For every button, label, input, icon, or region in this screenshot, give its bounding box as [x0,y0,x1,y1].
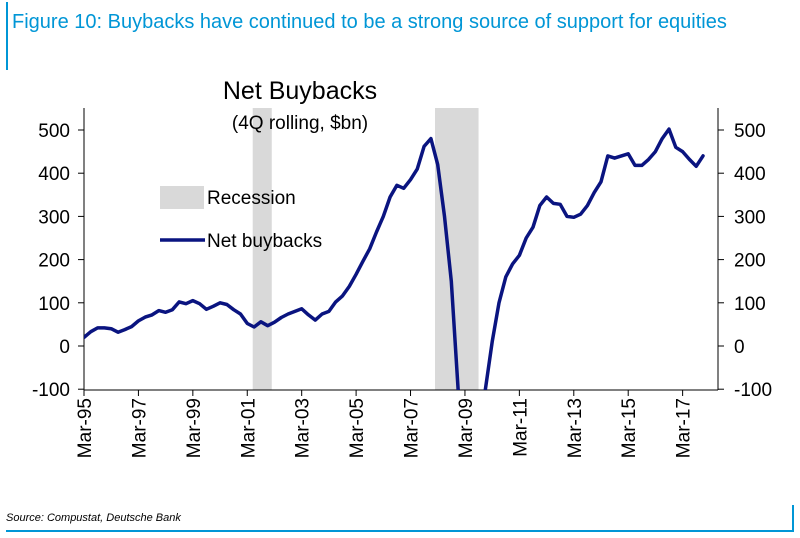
axes [83,108,719,391]
y-tick-left-label: 400 [38,164,70,185]
x-tick-label: Mar-97 [129,398,150,458]
y-tick-right-label: 100 [734,294,766,315]
y-tick-right-label: 0 [734,337,745,358]
legend-series-label: Net buybacks [207,231,322,252]
y-tick-left-label: -100 [32,380,70,401]
x-tick-label: Mar-13 [565,398,586,458]
x-tick-label: Mar-05 [347,398,368,458]
x-tick-label: Mar-15 [619,398,640,458]
net-buybacks-line [84,127,705,390]
chart-title: Net Buybacks [223,77,377,105]
y-tick-left-label: 500 [38,121,70,142]
x-tick-label: Mar-95 [75,398,96,458]
legend-recession-label: Recession [207,188,296,209]
source-note: Source: Compustat, Deutsche Bank [6,512,181,524]
y-tick-left-label: 200 [38,251,70,272]
figure-frame-left [6,2,8,70]
chart-subtitle: (4Q rolling, $bn) [232,113,368,134]
x-ticks: Mar-95 Mar-97 Mar-99 Mar-01 Mar-03 Mar-05 Mar-… [75,390,695,458]
figure-frame-right [792,505,794,531]
y-tick-right-label: 200 [734,251,766,272]
x-tick-label: Mar-09 [456,398,477,458]
y-ticks: 500 500 400 400 300 300 200 200 100 100 0 0 -100 -100 [32,121,772,401]
legend-recession-swatch [160,186,204,209]
y-tick-right-label: -100 [734,380,772,401]
x-tick-label: Mar-11 [510,398,531,457]
x-tick-label: Mar-07 [402,398,423,458]
legend: Recession Net buybacks [160,186,322,252]
x-tick-label: Mar-01 [238,398,259,458]
y-tick-right-label: 400 [734,164,766,185]
y-tick-left-label: 300 [38,207,70,228]
x-tick-label: Mar-17 [674,398,695,458]
figure-title: Figure 10: Buybacks have continued to be… [12,11,727,33]
x-tick-label: Mar-03 [293,398,314,458]
y-tick-right-label: 500 [734,121,766,142]
y-tick-left-label: 100 [38,294,70,315]
recession-band-1 [252,108,272,390]
y-tick-right-label: 300 [734,207,766,228]
figure-frame-bottom [6,530,794,532]
x-tick-label: Mar-99 [184,398,205,458]
y-tick-left-label: 0 [59,337,70,358]
